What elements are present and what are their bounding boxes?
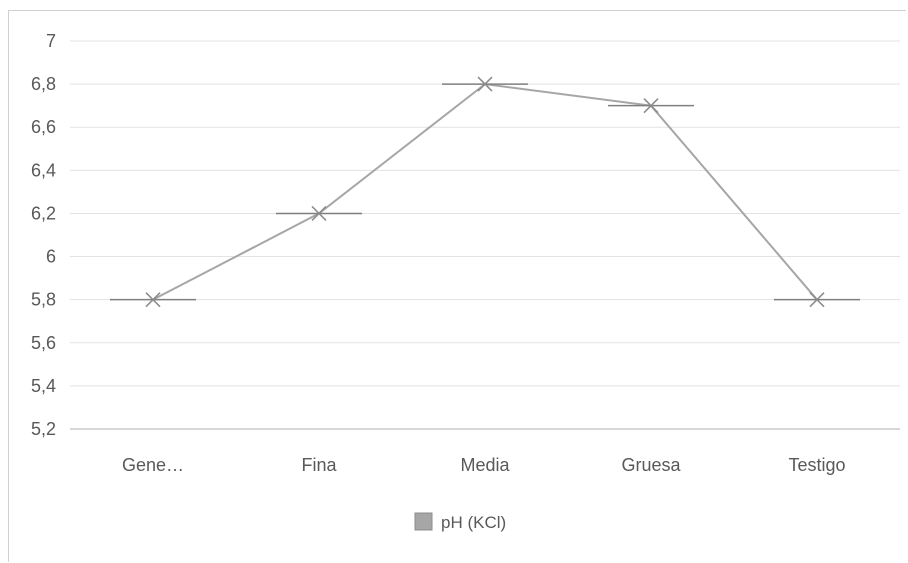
legend: pH (KCl) (414, 512, 506, 532)
data-point (110, 292, 196, 308)
legend-label: pH (KCl) (441, 513, 506, 532)
data-point (442, 76, 528, 92)
y-tick-labels: 5,2 5,4 5,6 5,8 6 6,2 6,4 6,6 6,8 7 (31, 31, 56, 439)
x-tick-label: Fina (301, 455, 337, 475)
chart-frame (8, 10, 906, 562)
y-tick-label: 5,4 (31, 376, 56, 396)
y-tick-label: 5,8 (31, 290, 56, 310)
y-tick-label: 6,4 (31, 160, 56, 180)
gridlines (70, 40, 900, 387)
x-tick-labels: Gene… Fina Media Gruesa Testigo (122, 455, 846, 475)
x-tick-label: Gruesa (621, 455, 681, 475)
y-tick-label: 7 (46, 31, 56, 51)
x-tick-label: Media (460, 455, 510, 475)
x-tick-label: Testigo (788, 455, 845, 475)
legend-swatch (414, 512, 433, 531)
y-tick-label: 5,2 (31, 419, 56, 439)
x-tick-label: Gene… (122, 455, 184, 475)
series-ph-kcl (110, 76, 860, 308)
data-point (774, 292, 860, 308)
series-line (152, 83, 818, 301)
data-point (608, 98, 694, 114)
y-tick-label: 6,2 (31, 203, 56, 223)
y-tick-label: 5,6 (31, 333, 56, 353)
y-tick-label: 6,8 (31, 74, 56, 94)
y-tick-label: 6 (46, 247, 56, 267)
y-tick-label: 6,6 (31, 117, 56, 137)
data-point (276, 205, 362, 222)
